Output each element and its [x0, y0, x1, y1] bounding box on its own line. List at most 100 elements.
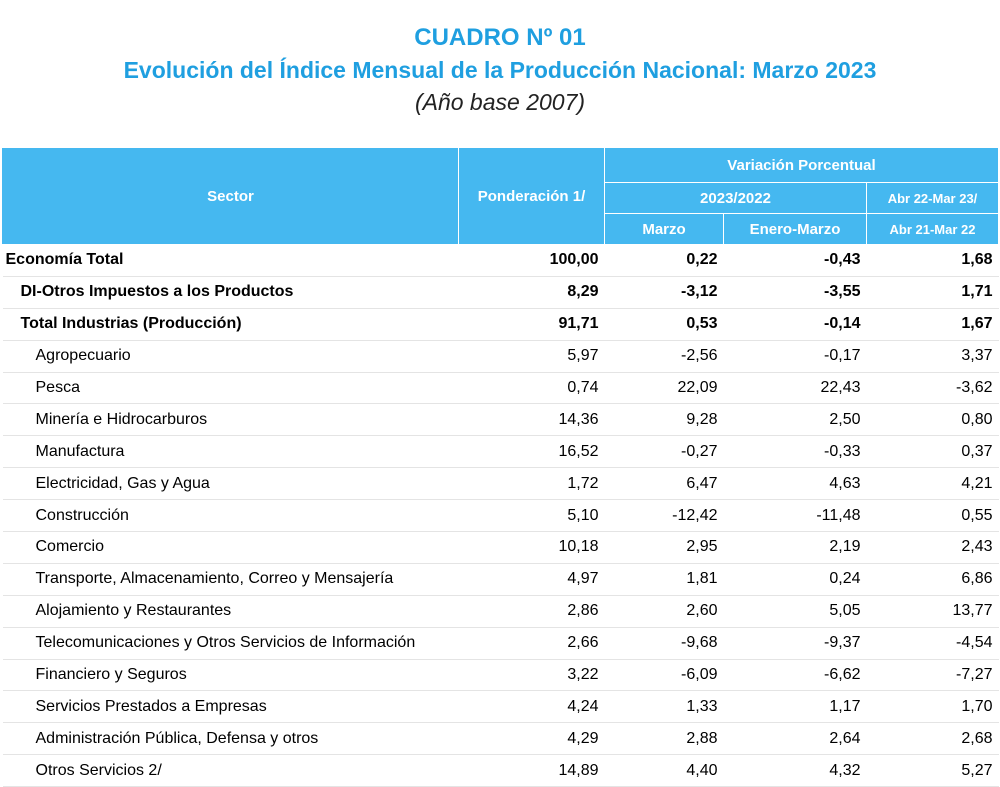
anual-cell: 2,68 — [866, 722, 999, 756]
header-periodo: 2023/2022 — [604, 182, 867, 214]
table-subtitle: (Año base 2007) — [414, 89, 586, 115]
enero-marzo-cell: 2,50 — [723, 403, 867, 437]
anual-cell: 1,71 — [866, 276, 999, 309]
anual-cell: 6,86 — [866, 563, 999, 596]
enero-marzo-cell: 1,17 — [723, 690, 867, 724]
anual-cell: -7,27 — [866, 659, 999, 692]
anual-cell: 4,21 — [866, 467, 999, 501]
table-row: Financiero y Seguros 3,22 -6,09 -6,62 -7,27 — [2, 659, 999, 692]
enero-marzo-cell: -0,14 — [723, 308, 867, 341]
marzo-cell: 0,53 — [604, 308, 724, 341]
sector-cell: Construcción — [2, 499, 459, 533]
enero-marzo-cell: 4,32 — [723, 754, 867, 787]
sector-cell: Otros Servicios 2/ — [2, 754, 459, 787]
sector-cell: Minería e Hidrocarburos — [2, 403, 459, 437]
table-row: DI-Otros Impuestos a los Productos 8,29 -3… — [2, 276, 999, 309]
anual-cell: 2,43 — [866, 531, 999, 564]
header-ponderacion: Ponderación 1/ — [458, 147, 605, 245]
production-index-table: Sector Ponderación 1/ Variación Porcentu… — [2, 147, 999, 787]
enero-marzo-cell: 2,19 — [723, 531, 867, 564]
enero-marzo-cell: -9,37 — [723, 627, 867, 660]
anual-cell: 3,37 — [866, 340, 999, 373]
table-row: Transporte, Almacenamiento, Correo y Men… — [2, 563, 999, 596]
sector-cell: Telecomunicaciones y Otros Servicios de … — [2, 627, 459, 660]
table-title: Evolución del Índice Mensual de la Produ… — [123, 57, 877, 83]
marzo-cell: -6,09 — [604, 659, 724, 692]
anual-cell: 1,67 — [866, 308, 999, 341]
table-row: Pesca 0,74 22,09 22,43 -3,62 — [2, 372, 999, 405]
table-row: Administración Pública, Defensa y otros 4… — [2, 722, 999, 756]
table-row: Manufactura 16,52 -0,27 -0,33 0,37 — [2, 435, 999, 469]
document-title-block: CUADRO Nº 01 Evolución del Índice Mensua… — [0, 22, 1000, 118]
enero-marzo-cell: 22,43 — [723, 372, 867, 405]
ponderacion-cell: 10,18 — [458, 531, 605, 564]
enero-marzo-cell: 0,24 — [723, 563, 867, 596]
sector-cell: Comercio — [2, 531, 459, 564]
sector-cell: Agropecuario — [2, 340, 459, 373]
header-enero-marzo: Enero-Marzo — [723, 213, 867, 245]
ponderacion-cell: 4,29 — [458, 722, 605, 756]
marzo-cell: 2,60 — [604, 595, 724, 628]
table-row: Economía Total 100,00 0,22 -0,43 1,68 — [2, 244, 999, 277]
header-anual-1: Abr 22-Mar 23/ — [866, 182, 999, 214]
ponderacion-cell: 5,10 — [458, 499, 605, 533]
marzo-cell: -0,27 — [604, 435, 724, 469]
marzo-cell: 9,28 — [604, 403, 724, 437]
enero-marzo-cell: -0,33 — [723, 435, 867, 469]
enero-marzo-cell: -11,48 — [723, 499, 867, 533]
ponderacion-cell: 1,72 — [458, 467, 605, 501]
sector-cell: Financiero y Seguros — [2, 659, 459, 692]
enero-marzo-cell: -0,17 — [723, 340, 867, 373]
enero-marzo-cell: 2,64 — [723, 722, 867, 756]
table-row: Agropecuario 5,97 -2,56 -0,17 3,37 — [2, 340, 999, 373]
table-row: Comercio 10,18 2,95 2,19 2,43 — [2, 531, 999, 564]
header-sector: Sector — [2, 147, 459, 245]
marzo-cell: 1,81 — [604, 563, 724, 596]
ponderacion-cell: 4,24 — [458, 690, 605, 724]
marzo-cell: -12,42 — [604, 499, 724, 533]
enero-marzo-cell: 4,63 — [723, 467, 867, 501]
table-row: Minería e Hidrocarburos 14,36 9,28 2,50 0,80 — [2, 403, 999, 437]
marzo-cell: 2,88 — [604, 722, 724, 756]
ponderacion-cell: 0,74 — [458, 372, 605, 405]
table-row: Alojamiento y Restaurantes 2,86 2,60 5,05 13… — [2, 595, 999, 628]
sector-cell: Electricidad, Gas y Agua — [2, 467, 459, 501]
enero-marzo-cell: -6,62 — [723, 659, 867, 692]
marzo-cell: 1,33 — [604, 690, 724, 724]
sector-cell: Administración Pública, Defensa y otros — [2, 722, 459, 756]
sector-cell: Pesca — [2, 372, 459, 405]
table-row: Construcción 5,10 -12,42 -11,48 0,55 — [2, 499, 999, 533]
table-row: Total Industrias (Producción) 91,71 0,53 -0… — [2, 308, 999, 341]
table-number: CUADRO Nº 01 — [414, 24, 586, 51]
table-row: Electricidad, Gas y Agua 1,72 6,47 4,63 4,21 — [2, 467, 999, 501]
table-row: Servicios Prestados a Empresas 4,24 1,33 1,… — [2, 690, 999, 724]
table-row: Otros Servicios 2/14,89 4,40 4,32 5,27 — [2, 754, 999, 787]
anual-cell: 13,77 — [866, 595, 999, 628]
ponderacion-cell: 16,52 — [458, 435, 605, 469]
marzo-cell: 22,09 — [604, 372, 724, 405]
sector-cell: Total Industrias (Producción) — [2, 308, 459, 341]
ponderacion-cell: 8,29 — [458, 276, 605, 309]
marzo-cell: 6,47 — [604, 467, 724, 501]
anual-cell: 0,37 — [866, 435, 999, 469]
enero-marzo-cell: 5,05 — [723, 595, 867, 628]
sector-cell: Transporte, Almacenamiento, Correo y Men… — [2, 563, 459, 596]
marzo-cell: 2,95 — [604, 531, 724, 564]
enero-marzo-cell: -0,43 — [723, 244, 867, 277]
table-header: Sector Ponderación 1/ Variación Porcentu… — [2, 147, 999, 245]
header-marzo: Marzo — [604, 213, 724, 245]
anual-cell: 0,55 — [866, 499, 999, 533]
sector-cell: Alojamiento y Restaurantes — [2, 595, 459, 628]
ponderacion-cell: 14,36 — [458, 403, 605, 437]
ponderacion-cell: 2,66 — [458, 627, 605, 660]
header-variacion: Variación Porcentual — [604, 147, 999, 183]
header-anual-2: Abr 21-Mar 22 — [866, 213, 999, 245]
table-body: Economía Total 100,00 0,22 -0,43 1,68 DI-Otro… — [2, 244, 999, 787]
anual-cell: -4,54 — [866, 627, 999, 660]
ponderacion-cell: 3,22 — [458, 659, 605, 692]
ponderacion-cell: 5,97 — [458, 340, 605, 373]
anual-cell: 1,70 — [866, 690, 999, 724]
ponderacion-cell: 91,71 — [458, 308, 605, 341]
ponderacion-cell: 100,00 — [458, 244, 605, 277]
ponderacion-cell: 2,86 — [458, 595, 605, 628]
